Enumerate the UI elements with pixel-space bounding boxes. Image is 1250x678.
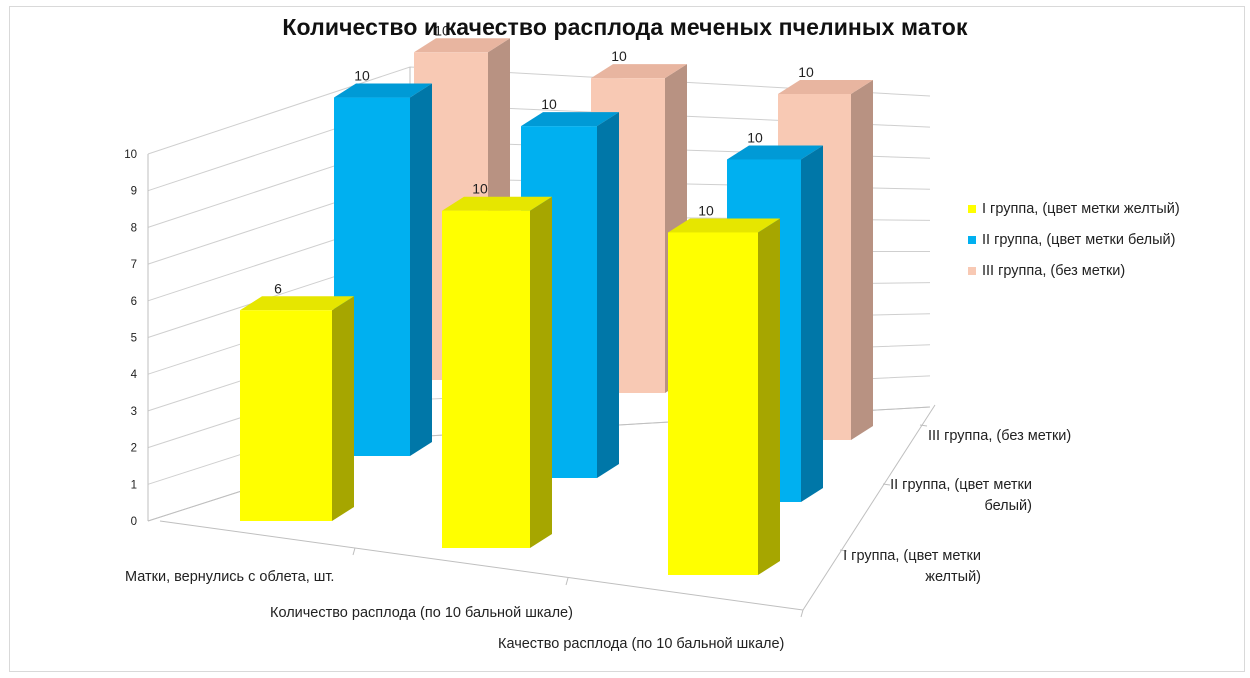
bar bbox=[668, 232, 758, 575]
legend-label-group-1: I группа, (цвет метки желтый) bbox=[982, 200, 1180, 217]
bar-top bbox=[414, 38, 510, 53]
data-label: 10 bbox=[354, 68, 370, 84]
x-tick-mark bbox=[565, 577, 569, 586]
axis-line bbox=[802, 404, 936, 611]
y-tick-label: 0 bbox=[131, 516, 137, 528]
y-tick-label: 10 bbox=[124, 149, 137, 161]
y-tick-label: 3 bbox=[131, 406, 137, 418]
data-label: 6 bbox=[274, 280, 282, 296]
depth-tick-mark bbox=[919, 424, 928, 427]
depth-tick-mark bbox=[839, 549, 848, 552]
category-label-2: Количество расплода (по 10 бальной шкале… bbox=[270, 605, 573, 621]
legend-item-group-3: III группа, (без метки) bbox=[968, 255, 1180, 286]
bar-top bbox=[778, 80, 873, 94]
data-label: 10 bbox=[698, 202, 714, 218]
bar-side bbox=[758, 218, 780, 575]
axis-line bbox=[159, 520, 804, 611]
bar-side bbox=[410, 83, 432, 456]
y-tick-label: 1 bbox=[131, 479, 137, 491]
data-label: 10 bbox=[747, 129, 763, 145]
bar-top bbox=[668, 218, 780, 233]
bar-top bbox=[334, 83, 432, 98]
legend-label-group-2: II группа, (цвет метки белый) bbox=[982, 231, 1176, 248]
bar-top bbox=[240, 296, 354, 311]
y-tick-label: 6 bbox=[131, 296, 137, 308]
data-label: 10 bbox=[472, 181, 488, 197]
legend-item-group-1: I группа, (цвет метки желтый) bbox=[968, 193, 1180, 224]
data-label: 10 bbox=[798, 64, 814, 80]
bar-group-1-1 bbox=[240, 296, 354, 521]
y-tick-label: 9 bbox=[131, 186, 137, 198]
bar-side bbox=[530, 196, 552, 548]
legend: I группа, (цвет метки желтый) II группа,… bbox=[968, 193, 1180, 286]
category-label-3: Качество расплода (по 10 бальной шкале) bbox=[498, 636, 785, 652]
category-label-1: Матки, вернулись с облета, шт. bbox=[125, 569, 335, 585]
y-tick-label: 5 bbox=[131, 333, 137, 345]
x-tick-mark bbox=[800, 609, 804, 618]
chart-title: Количество и качество расплода меченых п… bbox=[282, 14, 968, 40]
legend-item-group-2: II группа, (цвет метки белый) bbox=[968, 224, 1180, 255]
y-tick-label: 8 bbox=[131, 222, 137, 234]
legend-swatch-group-2 bbox=[968, 235, 976, 244]
bar-side bbox=[851, 80, 873, 440]
bar bbox=[240, 310, 332, 521]
bar-top bbox=[591, 64, 687, 79]
bar-side bbox=[332, 296, 354, 521]
bar-group-1-3 bbox=[668, 218, 780, 575]
depth-label-group-3: III группа, (без метки) bbox=[928, 428, 1072, 444]
bar-top bbox=[442, 196, 552, 211]
y-tick-label: 7 bbox=[131, 259, 137, 271]
depth-label-group-2: II группа, (цвет метки белый) bbox=[890, 477, 1032, 514]
bar-side bbox=[801, 145, 823, 502]
bar-group-1-2 bbox=[442, 196, 552, 548]
depth-tick-mark bbox=[882, 483, 891, 486]
data-label: 10 bbox=[611, 48, 627, 64]
bar-top bbox=[727, 145, 823, 160]
x-tick-mark bbox=[352, 547, 356, 556]
depth-label-group-1: I группа, (цвет метки желтый) bbox=[843, 548, 981, 585]
bar-top bbox=[521, 112, 619, 127]
data-label: 10 bbox=[434, 22, 450, 38]
y-tick-label: 2 bbox=[131, 443, 137, 455]
legend-label-group-3: III группа, (без метки) bbox=[982, 262, 1126, 279]
bar bbox=[442, 210, 530, 548]
bar-side bbox=[597, 112, 619, 478]
legend-swatch-group-1 bbox=[968, 204, 976, 213]
legend-swatch-group-3 bbox=[968, 266, 976, 275]
data-label: 10 bbox=[541, 96, 557, 112]
y-tick-label: 4 bbox=[131, 369, 138, 381]
